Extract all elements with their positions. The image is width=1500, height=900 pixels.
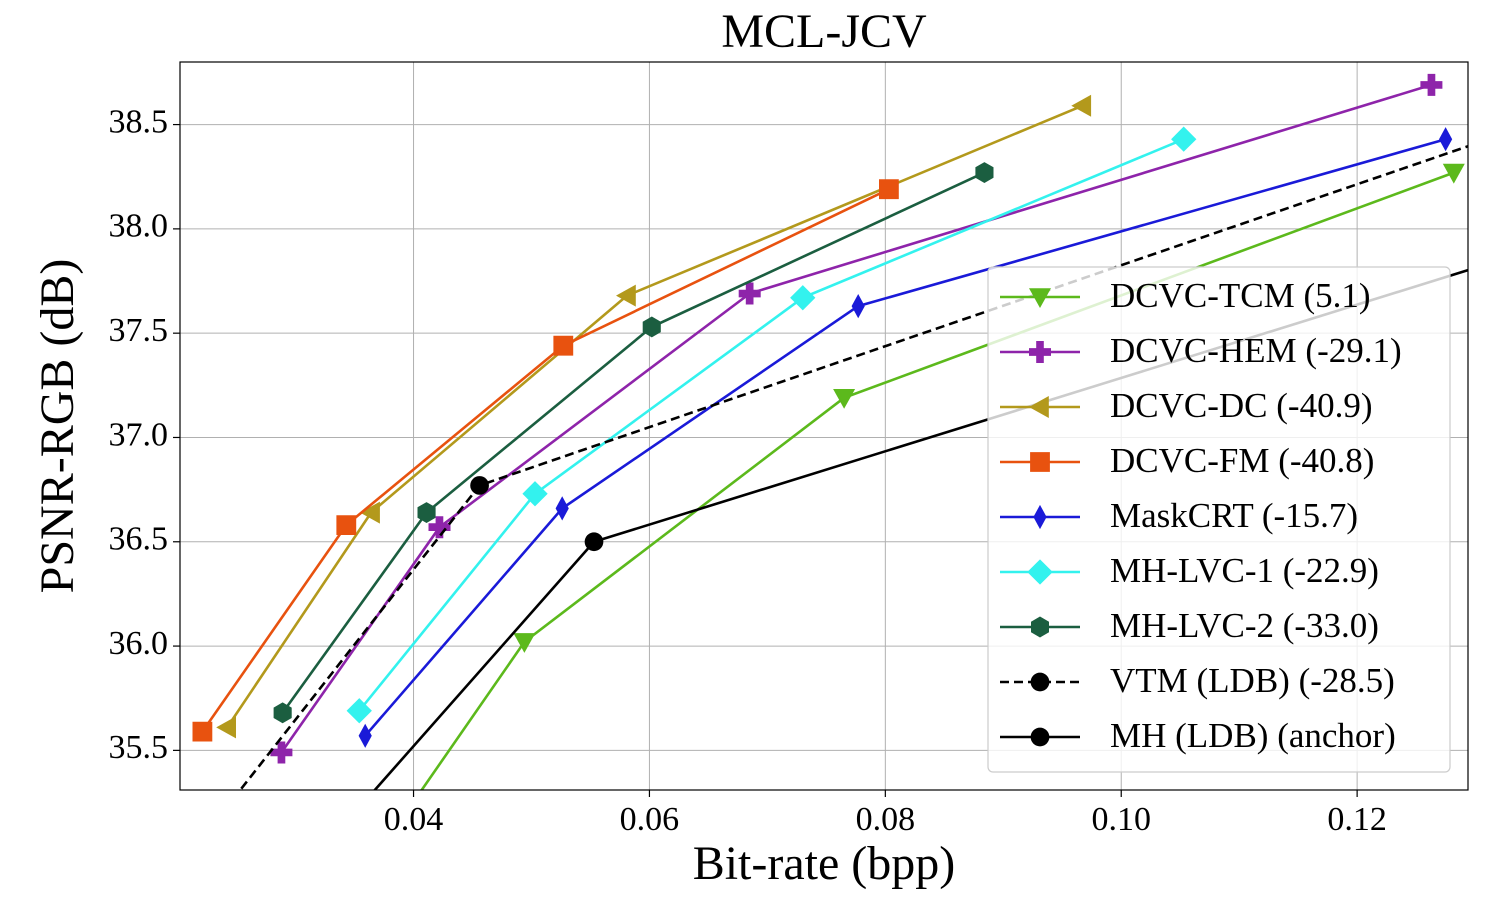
point [1439,127,1453,152]
y-tick-label: 37.5 [109,312,169,349]
point [1442,163,1465,184]
point [360,501,380,524]
point [851,294,865,319]
legend-label: DCVC-TCM (5.1) [1110,276,1371,315]
legend-label: DCVC-FM (-40.8) [1110,441,1374,480]
legend-label: DCVC-DC (-40.9) [1110,386,1372,425]
y-tick-label: 38.0 [109,208,169,245]
legend: DCVC-TCM (5.1) DCVC-HEM (-29.1) DCVC-DC (-… [987,266,1451,773]
legend-marker [1029,341,1051,363]
point [336,515,357,535]
legend-label: DCVC-HEM (-29.1) [1110,331,1402,370]
legend-marker [1029,396,1049,418]
point [555,496,569,521]
legend-label: VTM (LDB) (-28.5) [1110,661,1395,700]
series-line [280,83,1432,754]
legend-label: MH (LDB) (anchor) [1110,716,1396,755]
point [513,633,536,653]
point [180,845,199,864]
legend-marker [1029,288,1051,308]
x-axis-label: Bit-rate (bpp) [693,837,956,890]
point [1171,126,1197,152]
legend-label: MH-LVC-1 (-22.9) [1110,551,1379,590]
point [879,179,899,200]
point [346,698,372,724]
point [522,481,548,507]
series-line [358,137,1185,712]
point [192,721,213,742]
legend-label: MaskCRT (-15.7) [1110,496,1358,535]
y-axis-label: PSNR-RGB (dB) [31,259,84,594]
x-tick-label: 0.06 [620,801,680,838]
legend-marker [1033,504,1047,530]
x-tick-label: 0.12 [1327,801,1387,838]
chart-title: MCL-JCV [721,5,927,58]
y-tick-label: 35.5 [109,729,169,766]
point [428,516,451,539]
legend-label: MH-LVC-2 (-33.0) [1110,606,1379,645]
point [270,741,293,764]
plot-frame [179,61,1469,791]
x-tick-label: 0.10 [1091,801,1151,838]
series-line [201,188,890,733]
series-line [226,104,1083,729]
point [584,532,604,552]
y-tick-label: 36.5 [109,521,169,558]
point [273,702,292,724]
legend-marker [1027,559,1053,585]
point [1420,73,1443,96]
series-line [281,171,985,714]
legend-marker [1030,727,1050,747]
x-tick-label: 0.04 [384,801,444,838]
point [345,804,364,823]
legend-marker [1031,616,1049,638]
point [470,476,489,495]
legend-marker [1030,672,1050,692]
point [975,162,994,183]
x-tick-label: 0.08 [856,801,916,838]
point [790,285,816,311]
point [1071,94,1092,117]
y-tick-label: 36.0 [109,625,169,662]
y-tick-label: 37.0 [109,416,169,453]
point [616,284,636,307]
series-line [364,137,1446,737]
point [373,835,395,855]
point [358,723,372,748]
grid: 0.04 0.06 0.08 0.10 0.12 35.5 36.0 36.5 37.0 37.5… [109,62,1468,838]
point [216,716,236,739]
point [738,282,761,305]
y-tick-label: 38.5 [109,103,169,140]
point [833,389,856,409]
point [642,316,661,338]
point [553,335,574,356]
legend-marker [1030,452,1050,472]
point [417,502,436,523]
legend-box [987,266,1451,773]
